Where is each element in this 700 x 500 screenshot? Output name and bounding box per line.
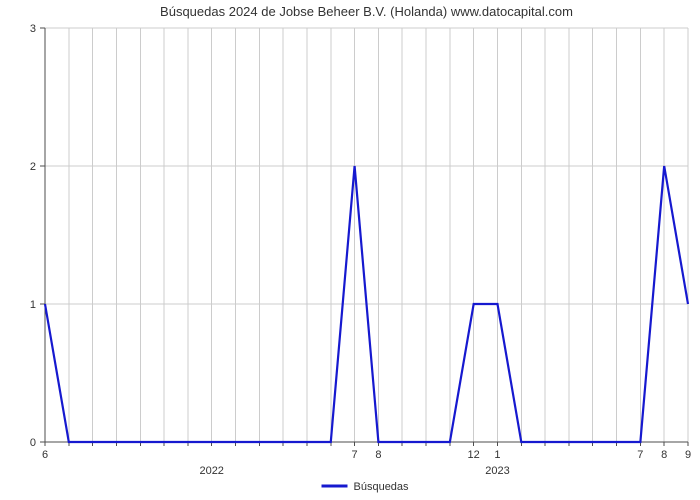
y-tick-label: 2	[30, 161, 36, 173]
chart-title: Búsquedas 2024 de Jobse Beheer B.V. (Hol…	[160, 4, 573, 19]
x-month-label: 1	[494, 449, 500, 461]
x-month-label: 8	[661, 449, 667, 461]
x-year-label: 2022	[199, 465, 223, 477]
x-month-label: 6	[42, 449, 48, 461]
line-chart: 012367812178920222023Búsquedas 2024 de J…	[0, 0, 700, 500]
x-year-label: 2023	[485, 465, 509, 477]
x-month-label: 8	[375, 449, 381, 461]
legend-label: Búsquedas	[354, 481, 410, 493]
x-month-label: 7	[637, 449, 643, 461]
x-month-label: 9	[685, 449, 691, 461]
x-month-label: 7	[352, 449, 358, 461]
y-tick-label: 0	[30, 437, 36, 449]
x-month-label: 12	[468, 449, 480, 461]
y-tick-label: 3	[30, 23, 36, 35]
y-tick-label: 1	[30, 299, 36, 311]
chart-svg: 012367812178920222023Búsquedas 2024 de J…	[0, 0, 700, 500]
